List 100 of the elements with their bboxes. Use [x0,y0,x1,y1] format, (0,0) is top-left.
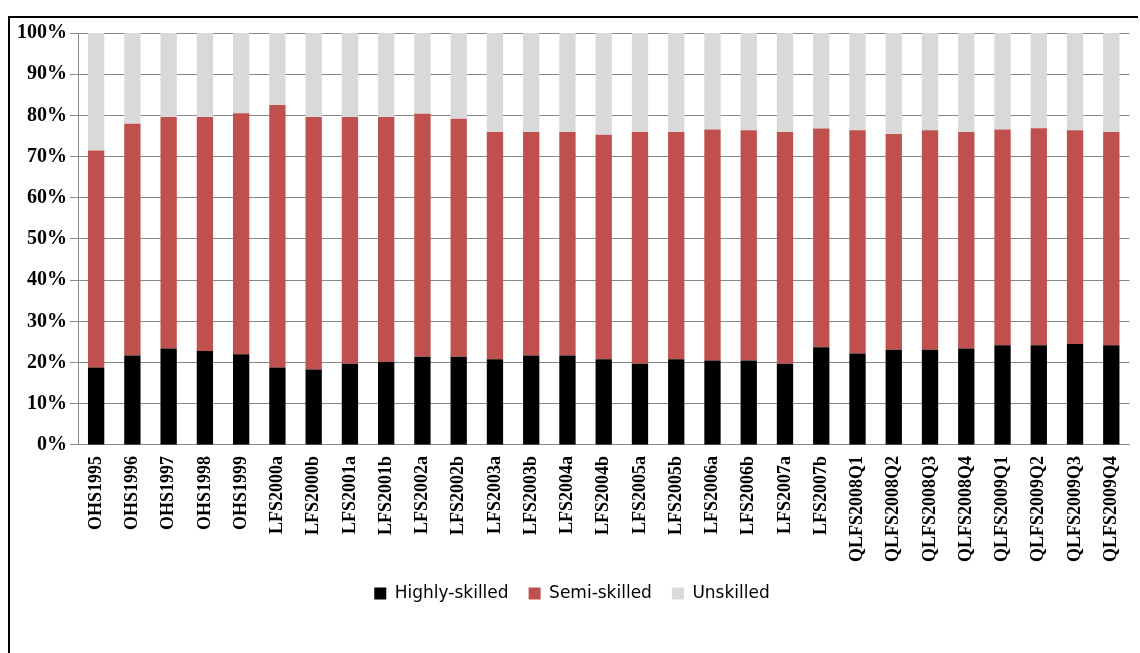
bar [450,33,467,119]
bar [813,33,830,129]
bar [704,360,721,445]
bar [776,363,794,445]
bar [232,354,250,445]
y-tick-label: 90% [27,61,67,84]
y-tick-label: 80% [27,102,67,125]
x-tick-label: QLFS2008Q1 [846,455,867,562]
bar [1030,128,1047,346]
bar [1030,33,1047,129]
bar [1030,345,1047,445]
x-tick-label: LFS2002a [411,455,432,534]
y-tick-label: 60% [27,184,67,207]
bar [523,131,540,356]
y-tick-label: 40% [27,267,67,290]
x-tick-label: QLFS2009Q1 [991,455,1012,562]
bar [704,33,721,130]
legend-label: Highly-skilled [394,581,509,602]
x-tick-label: LFS2005a [628,455,649,534]
bar [740,130,757,361]
bar [958,131,975,349]
bar [849,33,866,131]
x-tick-label: OHS1995 [84,455,105,530]
bar [559,33,576,132]
x-tick-label: QLFS2008Q3 [918,455,939,562]
x-tick-label: LFS2004b [592,455,613,536]
bar [341,117,359,364]
x-tick-label: OHS1997 [157,455,178,530]
bar [341,363,359,445]
bar [849,130,866,354]
bar [813,347,830,445]
x-tick-label: LFS2004a [556,455,577,534]
y-tick-label: 50% [27,226,67,249]
x-tick-label: LFS2003a [483,455,504,534]
bar [378,33,395,118]
x-tick-label: QLFS2009Q4 [1099,455,1120,562]
bar [486,359,504,445]
legend-label: Unskilled [692,581,770,602]
bar [414,356,431,445]
bar [269,367,286,445]
x-tick-label: LFS2000a [266,455,287,534]
bar [196,33,214,118]
bar [1103,33,1120,132]
bar [414,113,431,357]
bar [740,33,757,131]
bar [595,134,612,360]
bar [269,33,286,106]
x-tick-label: LFS2002b [447,455,468,536]
bar [414,33,431,114]
x-tick-label: OHS1999 [229,455,250,530]
bar [160,348,177,445]
bar [921,349,939,445]
x-tick-label: LFS2006b [737,455,758,536]
bar [486,131,504,360]
bar [668,131,685,360]
bar [341,33,359,118]
bar [305,117,322,370]
bar [1103,345,1120,445]
bar [631,33,649,132]
y-tick-label: 10% [27,390,67,413]
bar [1066,33,1084,131]
bar [1103,131,1120,346]
bar [559,355,576,445]
bar [631,131,649,364]
y-tick-label: 0% [37,432,67,455]
bar [305,369,322,445]
bar [378,361,395,445]
bar [1066,344,1084,445]
bar [849,353,866,445]
x-tick-label: OHS1998 [193,455,214,530]
bar [523,33,540,132]
bar [885,33,902,134]
x-tick-label: QLFS2008Q4 [954,455,975,562]
bar [776,131,794,364]
bar [921,33,939,131]
bar [885,133,902,350]
bar [994,129,1011,346]
bar [196,117,214,352]
x-tick-label: LFS2000b [302,455,323,536]
bar [305,33,322,118]
bar [921,130,939,350]
bar [668,33,685,132]
bar [958,348,975,445]
bar [631,363,649,445]
bar [269,105,286,368]
x-tick-label: LFS2001a [338,455,359,534]
bar [559,131,576,356]
x-tick-label: QLFS2009Q2 [1027,455,1048,562]
bar [232,33,250,114]
x-tick-label: LFS2006a [701,455,722,534]
bar [885,349,902,445]
bar [124,33,141,124]
legend-label: Semi-skilled [549,581,652,602]
bar [740,360,757,445]
bar [378,117,395,362]
y-tick-label: 70% [27,143,67,166]
bar [994,33,1011,130]
bar [486,33,504,132]
x-tick-label: LFS2003b [519,455,540,536]
bar [776,33,794,132]
